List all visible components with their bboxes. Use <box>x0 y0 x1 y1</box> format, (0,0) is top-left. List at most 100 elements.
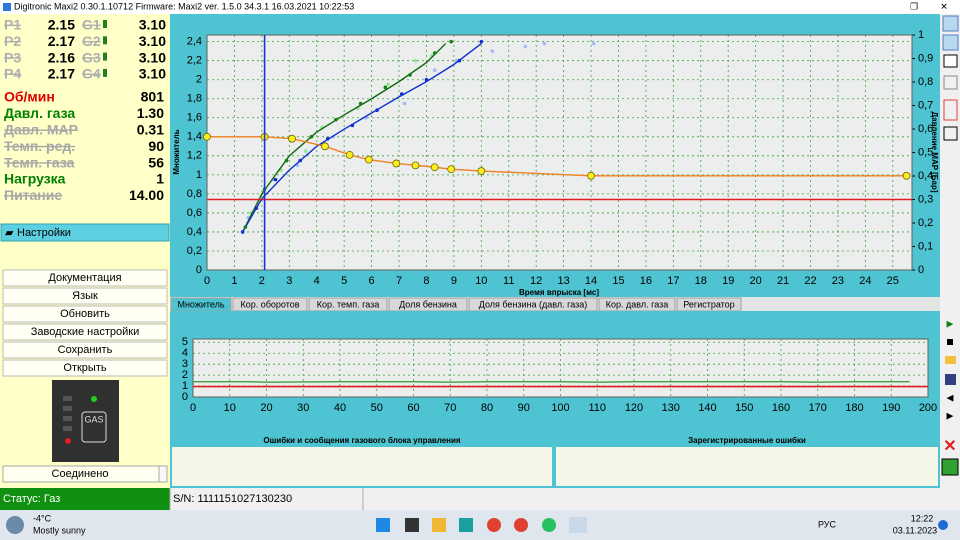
confirm-button[interactable] <box>941 458 959 476</box>
notification-badge[interactable] <box>938 520 948 530</box>
gas-injector-label: G3 <box>82 49 101 65</box>
plot-frame <box>206 34 913 271</box>
open-log-button[interactable] <box>945 356 956 364</box>
x-tick-label: 2 <box>259 275 265 287</box>
stop-button[interactable] <box>947 339 953 345</box>
taskbar-app-active[interactable] <box>569 517 587 533</box>
x-tick-label: 25 <box>887 275 899 287</box>
button[interactable] <box>2 287 168 305</box>
x-tick-label: 170 <box>809 402 827 414</box>
taskbar <box>0 510 960 540</box>
language[interactable]: РУС <box>818 519 837 529</box>
next-button[interactable]: ▶ <box>947 410 954 420</box>
temperature: -4°C <box>33 513 52 523</box>
curve-point <box>411 161 420 170</box>
button[interactable] <box>2 341 168 359</box>
injector-label: P2 <box>4 33 21 49</box>
prev-button[interactable]: ◀ <box>947 392 954 402</box>
x-tick-label: 200 <box>919 402 937 414</box>
gas-injector-time: 3.10 <box>139 49 166 65</box>
taskbar-app[interactable] <box>405 518 419 532</box>
y2-tick-label: 0 <box>918 264 924 276</box>
dropdown-arrow[interactable] <box>158 465 168 483</box>
clear-errors-button[interactable]: ✕ <box>943 438 956 455</box>
sample-point <box>432 51 437 55</box>
param-value: 90 <box>148 138 164 154</box>
x-tick-label: 9 <box>451 275 457 287</box>
button-label[interactable]: Заводские настройки <box>31 326 139 338</box>
save-log-button[interactable] <box>945 374 956 385</box>
tab-label[interactable]: Множитель <box>177 299 224 309</box>
tab-label[interactable]: Кор. давл. газа <box>606 299 668 309</box>
button[interactable] <box>2 305 168 323</box>
injector-icon <box>103 36 107 45</box>
y2-axis-title: Давление MAP [Бар] <box>930 111 939 192</box>
curve-point <box>902 171 911 180</box>
tab-label[interactable]: Доля бензина <box>399 299 457 309</box>
x-tick-label: 6 <box>369 275 375 287</box>
curve <box>193 380 910 383</box>
tab-label[interactable]: Регистратор <box>683 299 734 309</box>
sample-point <box>298 158 303 163</box>
settings-button[interactable] <box>0 223 170 242</box>
button[interactable] <box>2 323 168 341</box>
tool-button[interactable] <box>943 54 958 68</box>
x-tick-label: 10 <box>475 275 487 287</box>
curve <box>242 43 447 233</box>
button-label[interactable]: Язык <box>72 290 98 302</box>
start-button[interactable] <box>376 518 390 532</box>
button-label[interactable]: Документация <box>48 272 121 284</box>
y2-tick-label: 0,8 <box>918 76 933 88</box>
button[interactable] <box>2 269 168 287</box>
x-tick-label: 13 <box>557 275 569 287</box>
tool-button[interactable] <box>943 99 958 121</box>
sample-point <box>284 158 289 163</box>
y-tick-label: 1 <box>182 380 188 392</box>
led-green <box>91 396 97 402</box>
button[interactable] <box>2 359 168 377</box>
registered-errors-box <box>556 447 938 486</box>
x-tick-label: 16 <box>640 275 652 287</box>
sample-point <box>457 58 462 63</box>
injector-time: 2.17 <box>48 33 75 49</box>
tool-button[interactable] <box>943 75 958 90</box>
tab-label[interactable]: Доля бензина (давл. газа) <box>479 299 588 309</box>
tool-button[interactable] <box>942 34 959 51</box>
x-tick-label: 17 <box>667 275 679 287</box>
clock-date[interactable]: 03.11.2023 <box>893 525 937 535</box>
tab-label[interactable]: Кор. темп. газа <box>317 299 379 309</box>
sample-point <box>591 41 596 46</box>
close-button[interactable]: ✕ <box>940 1 948 11</box>
tab-label[interactable]: Кор. оборотов <box>240 299 299 309</box>
param-label: Нагрузка <box>4 171 66 187</box>
x-tick-label: 1 <box>231 275 237 287</box>
param-value: 1 <box>156 171 164 187</box>
sample-point <box>325 136 330 141</box>
button-label[interactable]: Обновить <box>60 308 110 320</box>
tool-button[interactable] <box>942 15 959 32</box>
sample-point <box>334 117 338 122</box>
led <box>63 396 72 401</box>
clock-time[interactable]: 12:22 <box>911 513 934 523</box>
y-tick-label: 3 <box>182 358 188 370</box>
folder-icon: ▰ <box>5 227 14 239</box>
taskbar-app[interactable] <box>542 518 556 532</box>
button-label[interactable]: Сохранить <box>58 344 113 356</box>
y-tick-label: 0,6 <box>187 207 202 219</box>
sample-point <box>449 39 453 44</box>
taskbar-app[interactable] <box>487 518 501 532</box>
sample-point <box>479 39 484 44</box>
play-button[interactable]: ▶ <box>947 318 954 328</box>
taskbar-app[interactable] <box>459 518 473 532</box>
settings-label: Настройки <box>17 227 71 239</box>
tool-button[interactable] <box>943 126 958 141</box>
button-label[interactable]: Открыть <box>63 362 106 374</box>
gas-injector-label: G1 <box>82 17 101 33</box>
param-value: 801 <box>141 89 165 105</box>
y-tick-label: 0 <box>182 391 188 403</box>
taskbar-app[interactable] <box>514 518 528 532</box>
restore-button[interactable]: ❐ <box>910 1 918 11</box>
taskbar-app[interactable] <box>432 518 446 532</box>
x-tick-label: 60 <box>407 402 419 414</box>
